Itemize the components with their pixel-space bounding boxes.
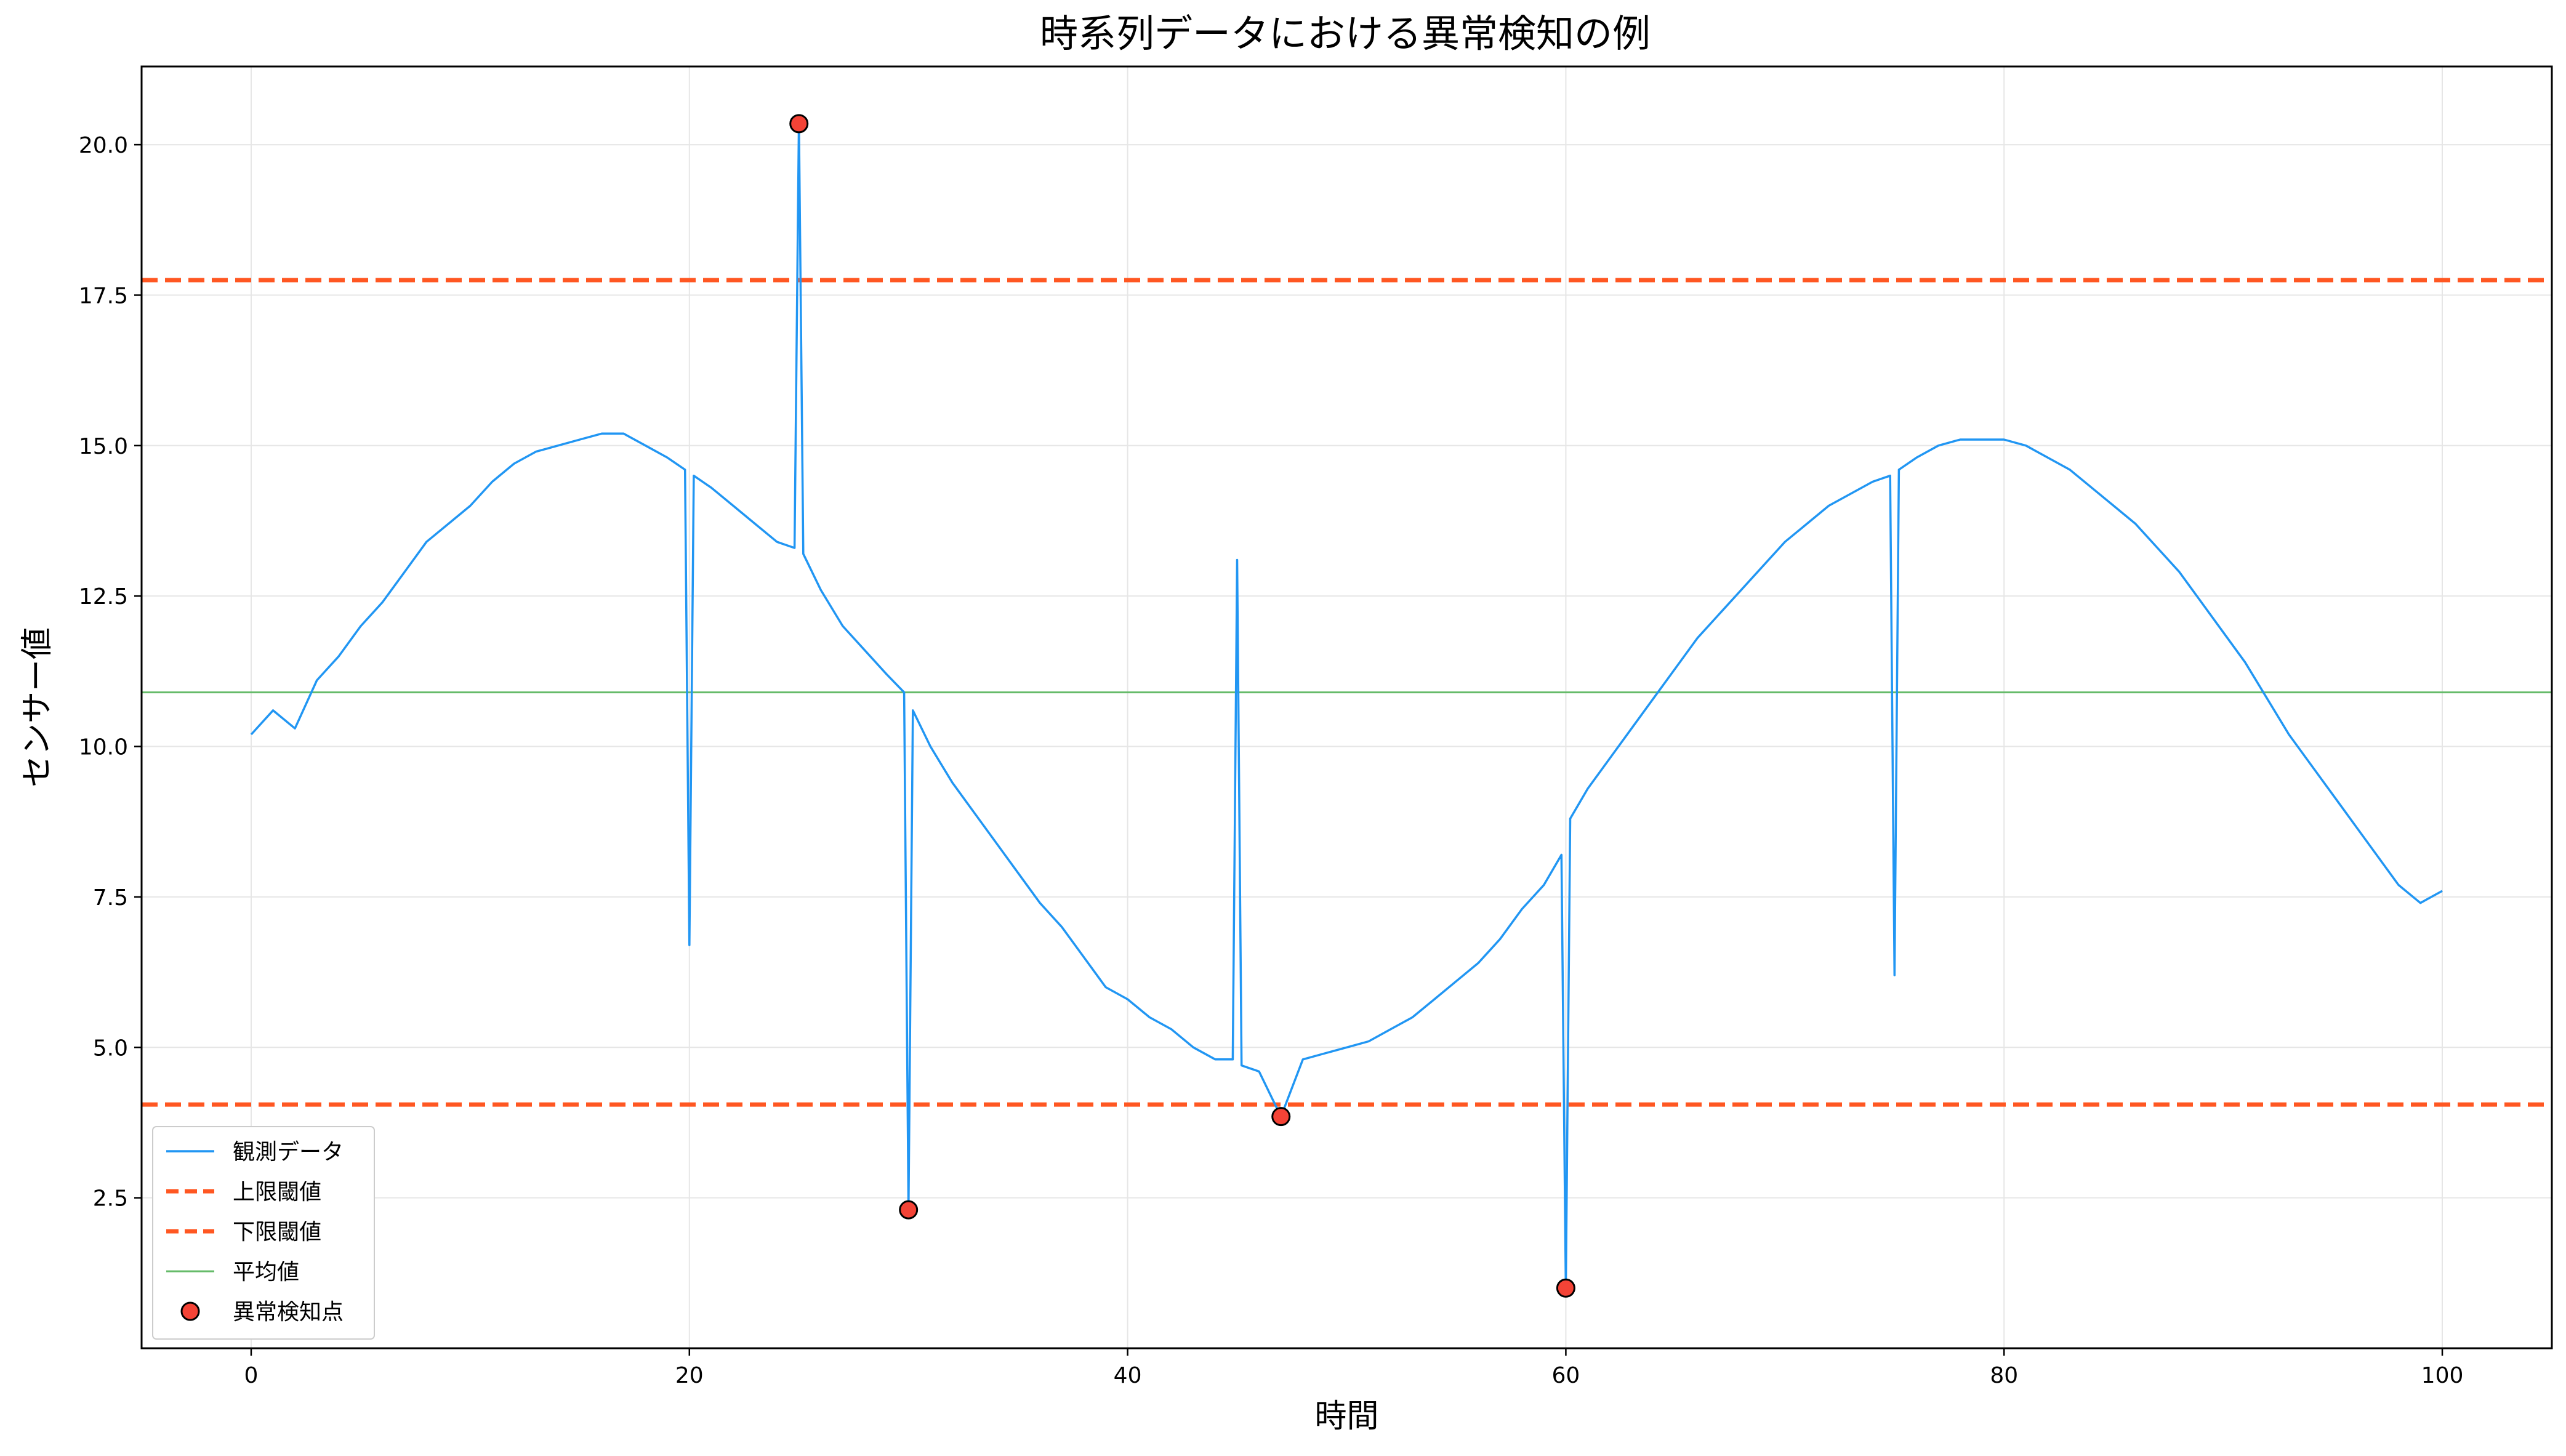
x-axis-title: 時間 <box>1314 1398 1378 1435</box>
y-tick-label: 5.0 <box>93 1036 128 1061</box>
x-tick-label: 100 <box>2421 1363 2464 1388</box>
plot-frame <box>140 65 2553 1349</box>
anomaly-point <box>789 114 809 134</box>
axis-ticks: 0 20 40 60 80 100 2.5 5.0 7.5 10.0 12.5 15.0 17.5 20.… <box>79 133 2464 1388</box>
legend-box <box>152 1126 375 1340</box>
y-axis-title: センサー値 <box>19 627 56 787</box>
x-tick-label: 40 <box>1114 1363 1142 1388</box>
legend-anomaly-label: 異常検知点 <box>233 1300 344 1325</box>
legend-lower-threshold-label: 下限閾値 <box>233 1220 321 1245</box>
y-tick-label: 7.5 <box>93 885 128 911</box>
chart-title: 時系列データにおける異常検知の例 <box>1040 11 1651 56</box>
observed-series-layer <box>250 119 2443 1290</box>
y-tick-label: 17.5 <box>79 283 128 308</box>
legend-upper-threshold-label: 上限閾値 <box>233 1180 321 1205</box>
anomaly-point <box>1556 1278 1575 1298</box>
legend-mean-label: 平均値 <box>233 1260 299 1285</box>
y-tick-label: 12.5 <box>79 584 128 609</box>
anomaly-points-layer <box>789 114 1575 1298</box>
x-tick-label: 60 <box>1552 1363 1580 1388</box>
y-tick-label: 2.5 <box>93 1186 128 1212</box>
y-tick-label: 15.0 <box>79 434 128 459</box>
x-tick-label: 20 <box>675 1363 704 1388</box>
legend-observed-label: 観測データ <box>233 1140 344 1165</box>
legend-anomaly-swatch <box>180 1301 200 1321</box>
y-tick-label: 10.0 <box>79 735 128 760</box>
anomaly-point <box>1271 1107 1291 1127</box>
threshold-lines <box>142 278 2552 1107</box>
x-tick-label: 80 <box>1990 1363 2018 1388</box>
observed-data-line <box>250 119 2443 1290</box>
anomaly-point <box>899 1200 919 1220</box>
x-tick-label: 0 <box>244 1363 259 1388</box>
y-tick-label: 20.0 <box>79 133 128 158</box>
